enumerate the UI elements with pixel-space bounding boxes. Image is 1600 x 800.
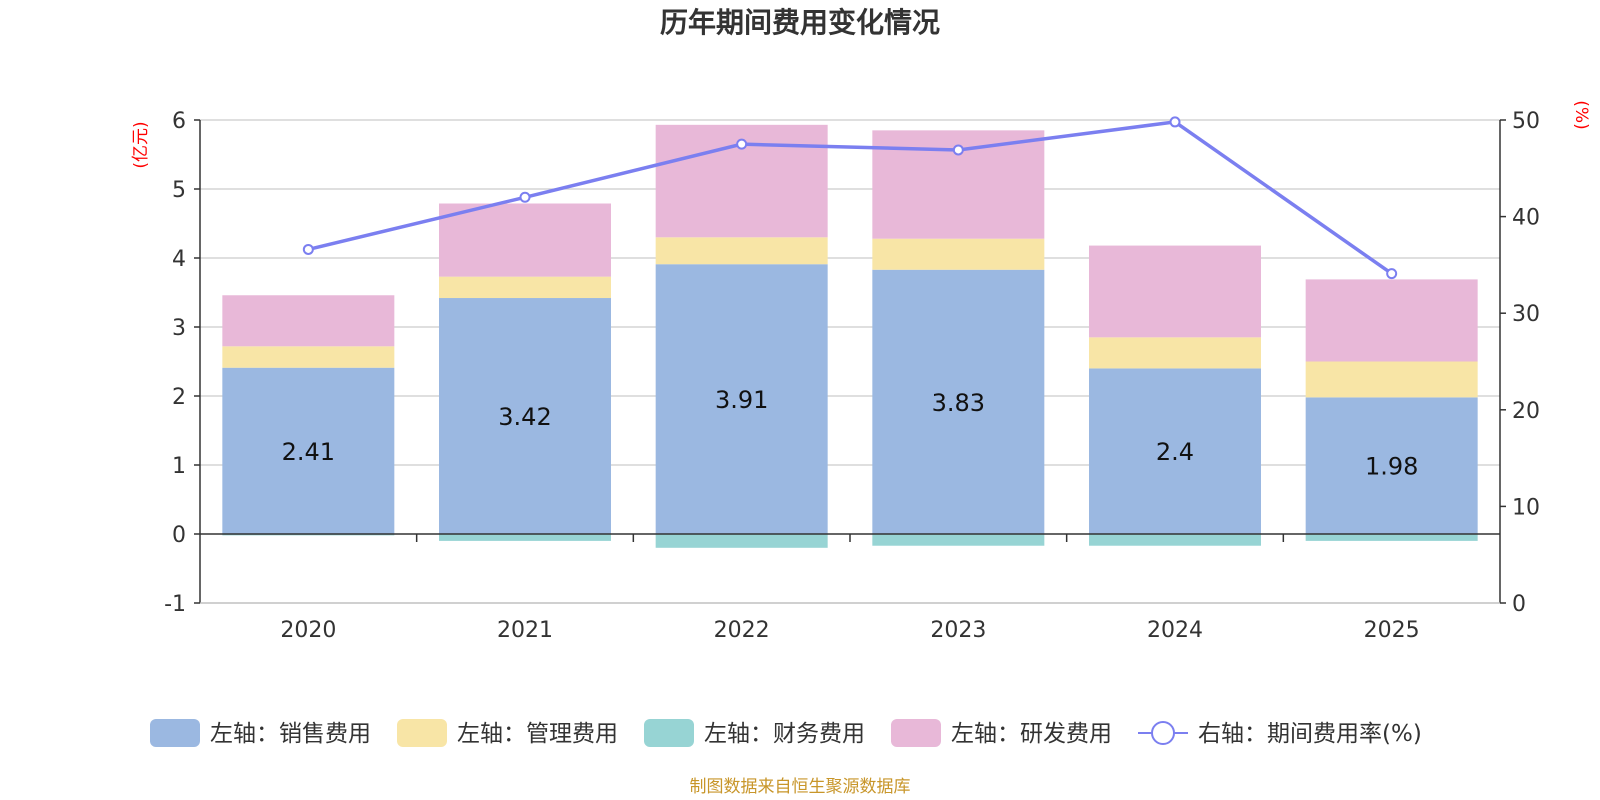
bar-segment xyxy=(439,534,611,541)
left-tick-label: 0 xyxy=(172,523,186,548)
gridlines xyxy=(200,119,1500,604)
bar-value-label: 3.42 xyxy=(498,403,551,431)
bar-value-label: 3.91 xyxy=(715,386,768,414)
bar-segment xyxy=(655,534,828,548)
bar-segment xyxy=(655,264,828,534)
bar-segment xyxy=(1089,337,1261,369)
bar-segment xyxy=(1089,534,1261,546)
right-tick-label: 30 xyxy=(1512,302,1540,327)
bar-segment xyxy=(1089,368,1261,534)
source-note: 制图数据来自恒生聚源数据库 xyxy=(690,777,911,797)
bar-segment xyxy=(222,295,395,347)
bar-segment xyxy=(655,237,828,265)
bar-segment xyxy=(1305,279,1478,362)
bar-segment xyxy=(1305,534,1478,541)
legend-swatch xyxy=(644,719,694,747)
legend-swatch xyxy=(397,719,447,747)
bar-segment xyxy=(439,298,611,534)
legend-swatch xyxy=(891,719,941,747)
legend-label: 右轴：期间费用率(%) xyxy=(1198,721,1422,747)
legend-marker xyxy=(1151,721,1175,745)
bar-segment xyxy=(439,203,611,277)
left-tick-label: -1 xyxy=(164,592,186,617)
x-tick-label: 2022 xyxy=(714,618,770,643)
x-tick-label: 2023 xyxy=(930,618,986,643)
rate-point xyxy=(1386,268,1398,280)
right-tick-label: 40 xyxy=(1512,206,1540,231)
bar-segment xyxy=(1089,245,1261,338)
legend-label: 左轴：销售费用 xyxy=(210,721,371,747)
rate-line xyxy=(302,116,1398,280)
rate-line-path xyxy=(307,120,1393,276)
rate-point xyxy=(952,144,964,156)
rate-point xyxy=(736,138,748,150)
bar-segment xyxy=(1305,361,1478,398)
rate-point xyxy=(1169,116,1181,128)
left-tick-label: 4 xyxy=(172,247,186,272)
x-tick-label: 2025 xyxy=(1364,618,1420,643)
rate-point xyxy=(302,243,314,255)
bar-segment xyxy=(1305,397,1478,534)
left-tick-label: 3 xyxy=(172,316,186,341)
right-tick-label: 50 xyxy=(1512,109,1540,134)
bar-value-label: 2.41 xyxy=(282,438,335,466)
x-tick-label: 2024 xyxy=(1147,618,1203,643)
chart-title: 历年期间费用变化情况 xyxy=(660,6,940,39)
legend-swatch xyxy=(150,719,200,747)
bar-segment xyxy=(872,534,1045,546)
bar-segment xyxy=(872,238,1045,270)
axes: -1 0 1 2 3 4 5 6 0 10 20 30 40 50 2020 2021 2022 2023 2024… xyxy=(164,109,1540,643)
bar-value-label: 3.83 xyxy=(932,389,985,417)
bar-value-label: 1.98 xyxy=(1365,453,1418,481)
right-axis-unit: (%) xyxy=(1571,100,1591,129)
bar-segment xyxy=(222,367,395,534)
legend-label: 左轴：研发费用 xyxy=(951,721,1112,747)
x-tick-label: 2020 xyxy=(280,618,336,643)
bar-value-labels: 2.41 3.42 3.91 3.83 2.4 1.98 xyxy=(282,386,1419,481)
left-tick-label: 5 xyxy=(172,178,186,203)
bar-value-label: 2.4 xyxy=(1156,438,1194,466)
right-tick-label: 20 xyxy=(1512,399,1540,424)
right-tick-label: 10 xyxy=(1512,495,1540,520)
right-tick-label: 0 xyxy=(1512,592,1526,617)
bar-segment xyxy=(439,276,611,299)
legend-label: 左轴：财务费用 xyxy=(704,721,865,747)
bar-segment xyxy=(222,346,395,368)
left-tick-label: 6 xyxy=(172,109,186,134)
rate-point xyxy=(519,191,531,203)
bar-segment xyxy=(872,269,1045,534)
left-axis-unit: (亿元) xyxy=(131,121,151,168)
bars xyxy=(222,124,1478,548)
legend: 左轴：销售费用 左轴：管理费用 左轴：财务费用 左轴：研发费用 右轴：期间费用率(%) xyxy=(150,719,1422,747)
x-tick-label: 2021 xyxy=(497,618,553,643)
left-tick-label: 2 xyxy=(172,385,186,410)
left-tick-label: 1 xyxy=(172,454,186,479)
legend-label: 左轴：管理费用 xyxy=(457,721,618,747)
